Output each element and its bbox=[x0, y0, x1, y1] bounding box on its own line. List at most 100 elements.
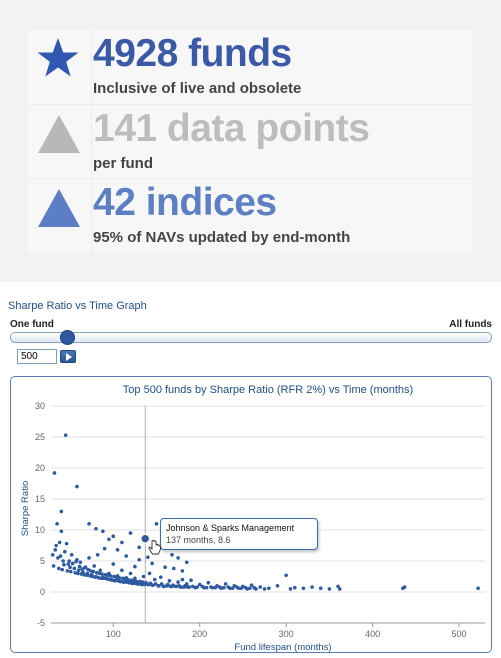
triangle-icon bbox=[38, 115, 80, 153]
data-point bbox=[82, 566, 87, 570]
data-point bbox=[50, 553, 55, 557]
x-tick-label: 500 bbox=[452, 629, 467, 639]
data-point bbox=[148, 581, 153, 586]
data-point bbox=[124, 554, 129, 558]
data-point bbox=[180, 569, 185, 573]
data-point bbox=[293, 585, 297, 590]
data-point bbox=[95, 553, 100, 557]
data-point bbox=[107, 537, 111, 542]
y-axis-title: Sharpe Ratio bbox=[20, 481, 31, 536]
play-arrow-icon bbox=[66, 353, 72, 361]
tooltip-fund-name: Johnson & Sparks Management bbox=[166, 523, 295, 533]
data-point bbox=[213, 585, 218, 590]
data-point bbox=[70, 561, 75, 566]
stat-row-datapoints: 141 data points per fund bbox=[28, 104, 473, 179]
x-axis-title: Fund lifespan (months) bbox=[234, 642, 331, 653]
data-point bbox=[58, 554, 63, 558]
x-tick-label: 300 bbox=[279, 629, 294, 639]
data-point bbox=[258, 585, 263, 589]
data-point bbox=[147, 571, 152, 576]
data-point bbox=[65, 569, 70, 573]
y-tick-label: 10 bbox=[35, 525, 45, 535]
scatter-chart: Top 500 funds by Sharpe Ratio (RFR 2%) v… bbox=[20, 384, 485, 653]
data-point bbox=[55, 522, 59, 526]
data-point bbox=[163, 565, 167, 569]
tooltip-value: 137 months, 8.6 bbox=[166, 535, 231, 545]
data-point bbox=[68, 565, 72, 569]
data-point bbox=[115, 548, 120, 552]
data-point bbox=[176, 556, 180, 560]
data-point bbox=[275, 584, 280, 588]
fund-count-slider[interactable] bbox=[10, 332, 492, 343]
data-point bbox=[100, 572, 104, 576]
data-point bbox=[226, 585, 231, 589]
data-point bbox=[206, 580, 211, 585]
data-point bbox=[111, 562, 116, 566]
triangle-icon bbox=[38, 189, 80, 227]
data-point bbox=[176, 580, 180, 584]
data-point bbox=[223, 582, 228, 586]
data-point bbox=[87, 522, 91, 526]
data-point bbox=[284, 573, 288, 578]
data-point bbox=[60, 567, 65, 572]
graph-section-title: Sharpe Ratio vs Time Graph bbox=[8, 300, 147, 312]
data-point bbox=[59, 509, 64, 514]
data-point bbox=[76, 571, 80, 576]
data-point bbox=[235, 585, 239, 589]
data-point bbox=[111, 534, 116, 538]
data-point bbox=[402, 585, 407, 589]
data-point bbox=[101, 529, 105, 534]
data-point bbox=[327, 587, 332, 591]
hand-cursor-icon bbox=[148, 540, 161, 555]
data-point bbox=[200, 584, 205, 589]
data-point bbox=[92, 564, 97, 568]
data-point bbox=[144, 580, 148, 585]
stat-datapoints-caption: per fund bbox=[93, 155, 153, 172]
chart-title: Top 500 funds by Sharpe Ratio (RFR 2%) v… bbox=[123, 384, 413, 396]
data-point bbox=[108, 574, 113, 578]
data-point bbox=[184, 560, 189, 565]
data-point bbox=[239, 586, 243, 591]
data-point bbox=[179, 585, 184, 589]
y-tick-label: 30 bbox=[35, 401, 45, 411]
data-point bbox=[63, 549, 67, 554]
fund-count-input[interactable] bbox=[17, 349, 57, 364]
data-point bbox=[87, 556, 91, 560]
data-point bbox=[94, 526, 98, 531]
data-point bbox=[64, 541, 69, 546]
data-point bbox=[69, 569, 73, 574]
data-point bbox=[128, 531, 133, 535]
stats-box: 4928 funds Inclusive of live and obsolet… bbox=[28, 30, 473, 253]
data-point bbox=[110, 578, 115, 583]
chart-panel: Top 500 funds by Sharpe Ratio (RFR 2%) v… bbox=[10, 376, 492, 653]
y-tick-label: 5 bbox=[40, 556, 45, 566]
y-tick-label: -5 bbox=[37, 618, 45, 628]
data-point bbox=[230, 586, 235, 591]
star-icon bbox=[37, 38, 79, 77]
x-tick-label: 100 bbox=[106, 629, 121, 639]
data-point bbox=[171, 566, 176, 571]
data-point bbox=[63, 433, 68, 437]
data-point bbox=[141, 574, 146, 579]
apply-button[interactable] bbox=[60, 350, 76, 363]
data-point bbox=[69, 553, 74, 557]
data-point bbox=[52, 471, 57, 475]
data-point bbox=[209, 585, 213, 589]
data-point bbox=[197, 582, 202, 587]
data-point bbox=[222, 585, 226, 590]
x-tick-label: 400 bbox=[365, 629, 380, 639]
slider-max-label: All funds bbox=[449, 319, 492, 330]
data-point bbox=[77, 564, 82, 569]
data-point bbox=[72, 566, 77, 571]
data-point bbox=[318, 586, 323, 591]
data-point bbox=[267, 586, 271, 591]
slider-handle[interactable] bbox=[60, 330, 75, 345]
data-point bbox=[56, 556, 60, 560]
stat-indices-value: 42 indices bbox=[93, 181, 277, 224]
data-point bbox=[137, 545, 141, 550]
stat-icon-cell bbox=[28, 179, 92, 253]
data-point bbox=[78, 560, 83, 565]
data-point bbox=[119, 579, 123, 584]
data-point bbox=[153, 582, 158, 586]
data-point bbox=[51, 564, 56, 568]
